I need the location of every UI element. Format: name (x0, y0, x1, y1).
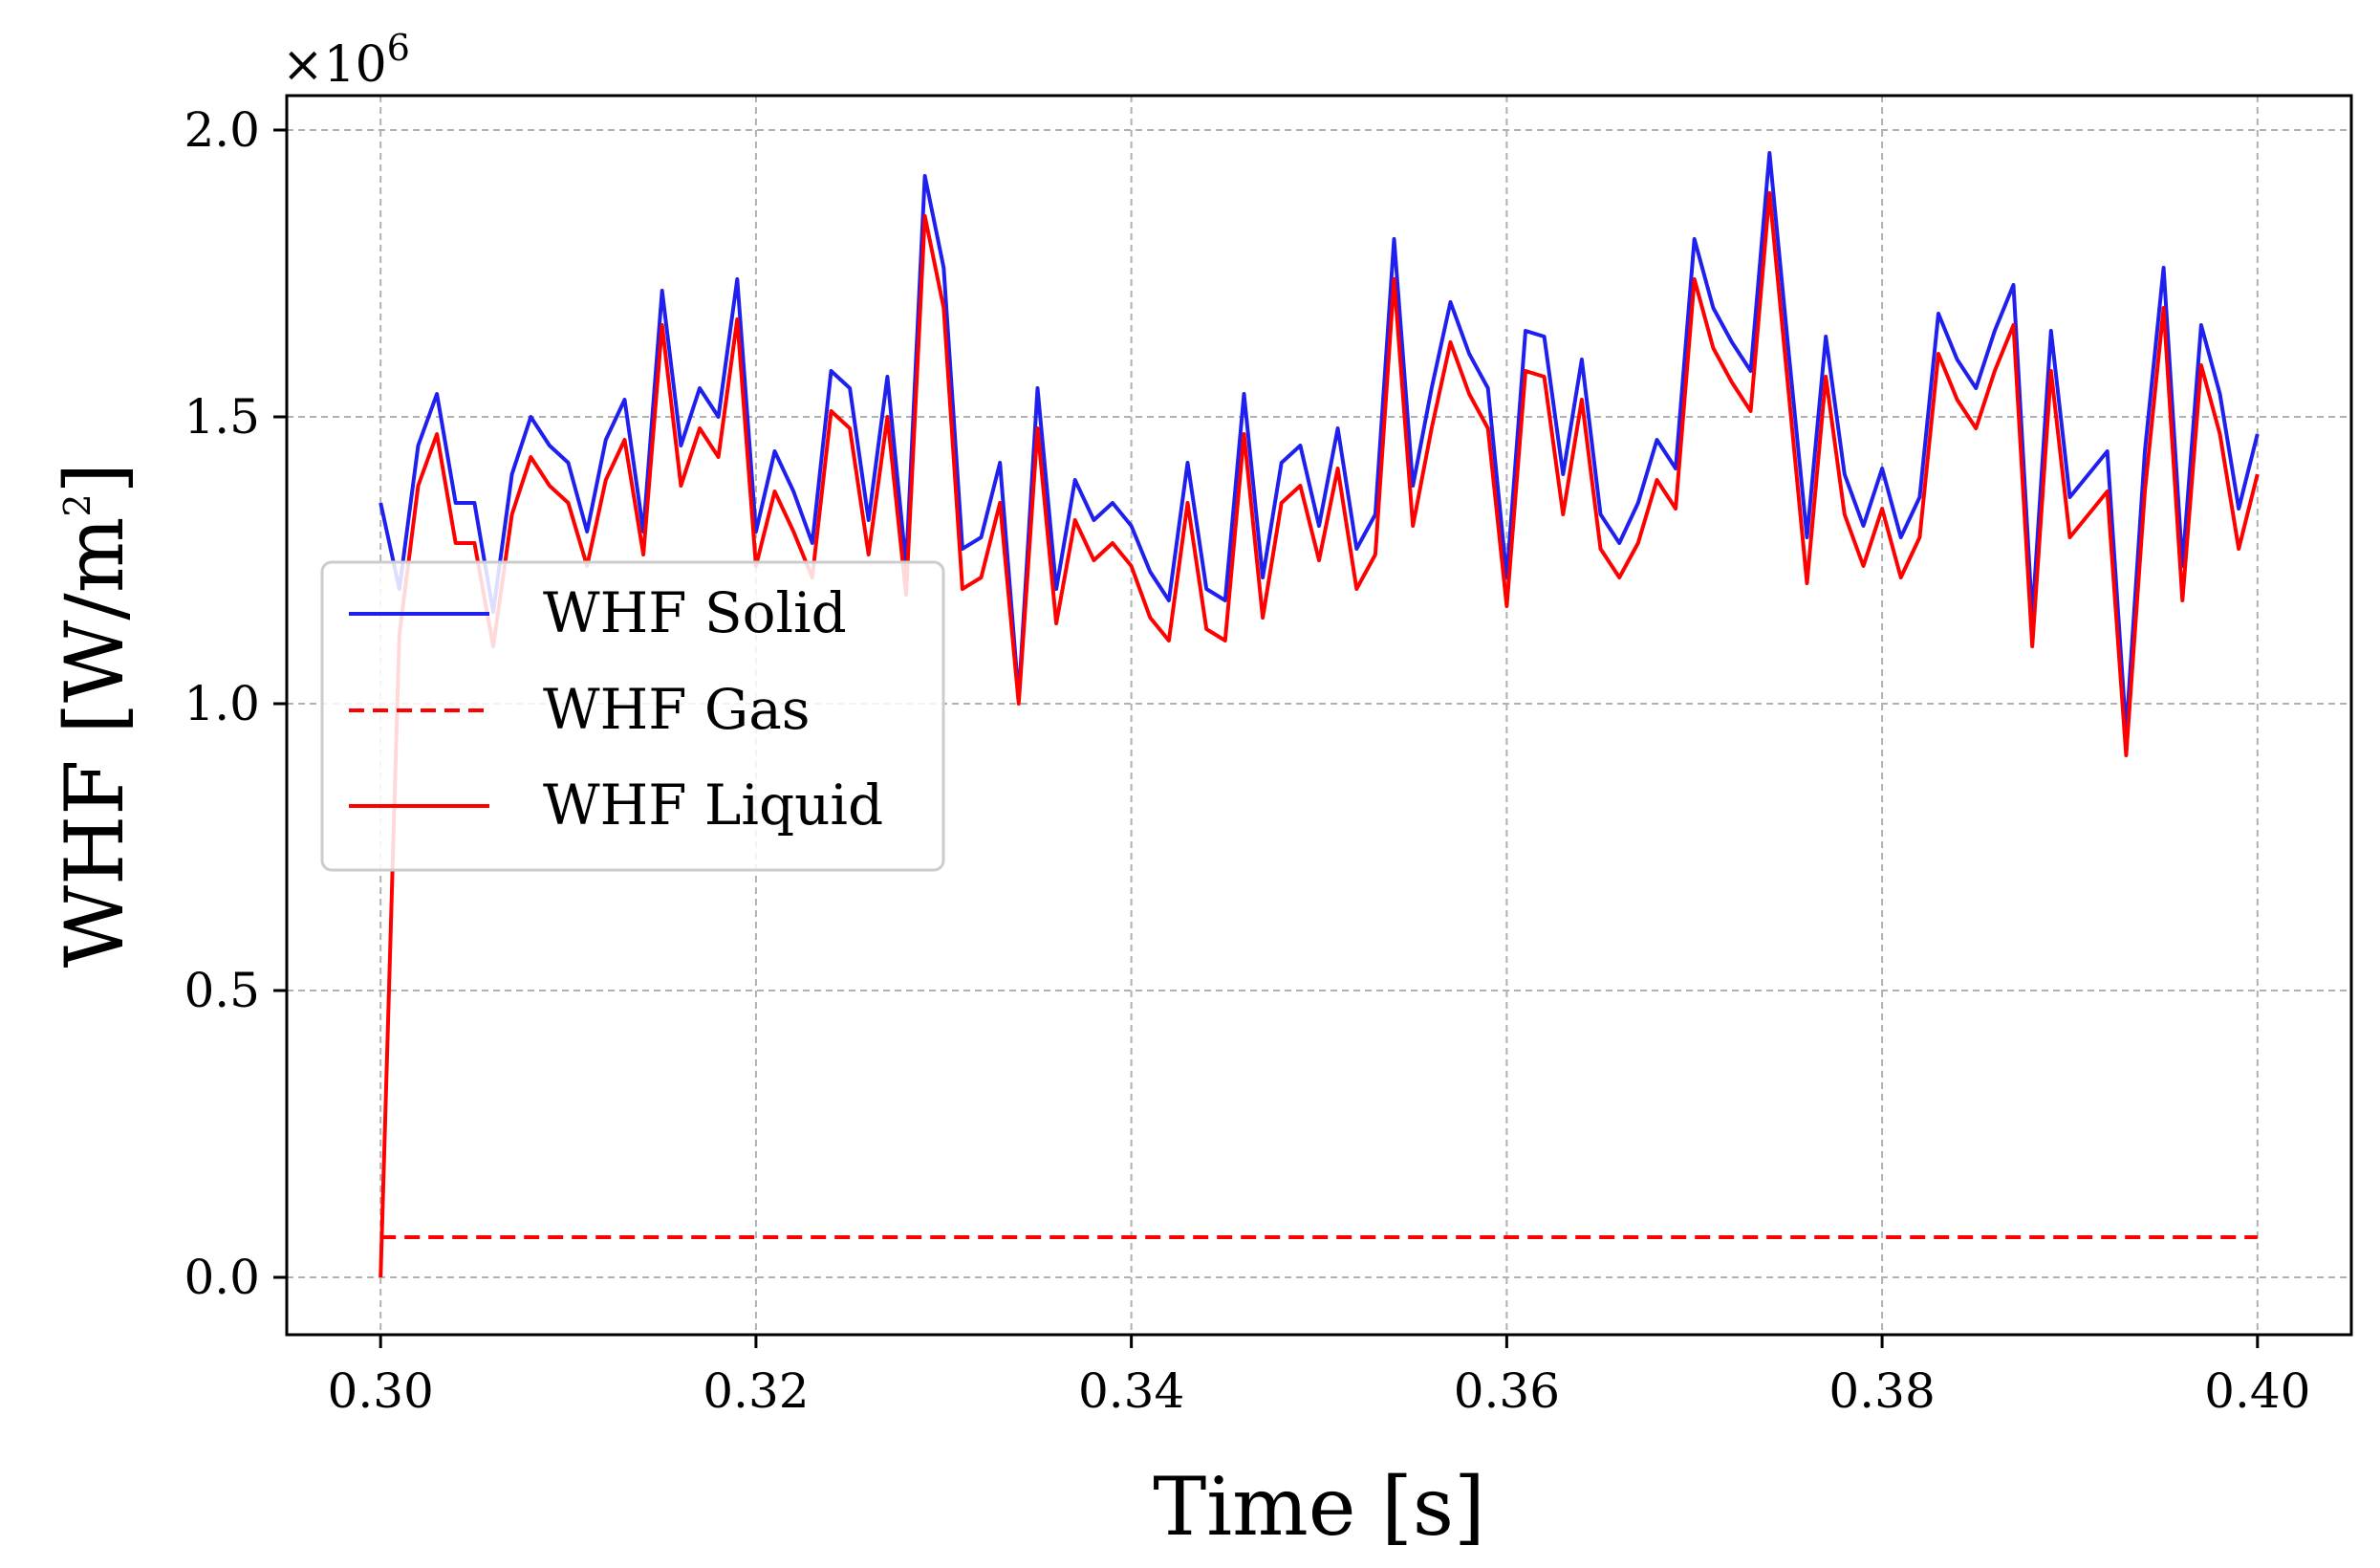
y-axis-title-close: ] (48, 463, 141, 494)
y-offset-main: ×10 (282, 36, 387, 94)
legend: WHF Solid WHF Gas WHF Liquid (320, 560, 945, 872)
y-tick-label: 0.5 (184, 963, 260, 1018)
y-tick-label: 0.0 (184, 1250, 260, 1305)
x-tick-label: 0.34 (1078, 1363, 1184, 1419)
y-axis-offset-label: ×106 (282, 27, 410, 94)
y-offset-superscript: 6 (387, 27, 410, 69)
x-tick-label: 0.36 (1454, 1363, 1560, 1419)
x-tick-label: 0.32 (703, 1363, 809, 1419)
y-tick-label: 2.0 (184, 102, 260, 158)
x-axis-title: Time [s] (1153, 1460, 1485, 1554)
x-tick-label: 0.40 (2204, 1363, 2310, 1419)
y-tick-label: 1.0 (184, 676, 260, 731)
series-layer (379, 151, 2260, 1278)
legend-label-whf-liquid: WHF Liquid (543, 773, 883, 838)
y-axis-title-main: WHF [W/m (48, 517, 141, 969)
axis-ticks: 0.30 0.32 0.34 0.36 0.38 0.40 0.0 0.5 1.0 1.5 2.0 (184, 102, 2310, 1419)
y-axis-title-superscript: 2 (56, 493, 98, 516)
plot-frame (285, 94, 2353, 1337)
legend-label-whf-gas: WHF Gas (543, 677, 811, 742)
legend-label-whf-solid: WHF Solid (543, 580, 847, 645)
y-tick-label: 1.5 (184, 389, 260, 445)
series-line-whf-solid (379, 151, 2260, 734)
x-tick-label: 0.30 (328, 1363, 434, 1419)
y-axis-title: WHF [W/m2] (48, 463, 141, 969)
series-line-whf-liquid (379, 191, 2260, 1278)
legend-box (320, 560, 945, 872)
x-tick-label: 0.38 (1828, 1363, 1935, 1419)
